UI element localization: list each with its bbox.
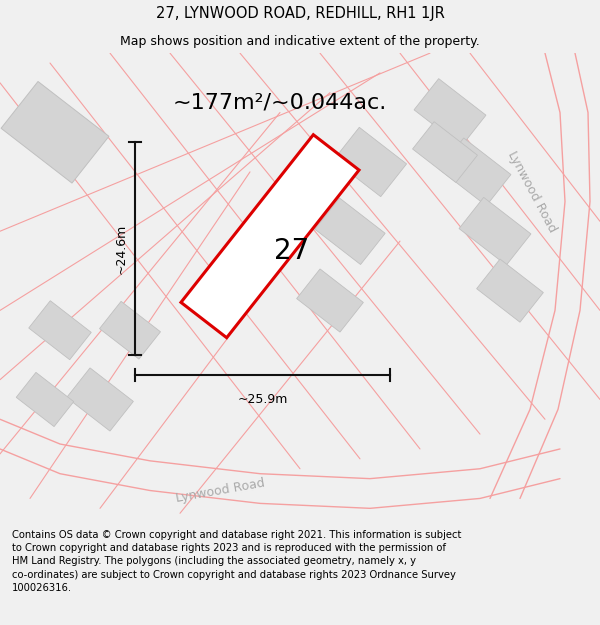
Text: Lynwood Road: Lynwood Road [505, 149, 559, 234]
Polygon shape [181, 135, 359, 338]
Polygon shape [334, 127, 407, 197]
Polygon shape [296, 269, 364, 332]
Polygon shape [67, 368, 133, 431]
Polygon shape [439, 138, 511, 206]
Polygon shape [476, 259, 544, 322]
Polygon shape [315, 198, 385, 264]
Polygon shape [16, 372, 74, 427]
Polygon shape [1, 81, 109, 183]
Text: Map shows position and indicative extent of the property.: Map shows position and indicative extent… [120, 35, 480, 48]
Text: Lynwood Road: Lynwood Road [175, 476, 266, 505]
Text: 27, LYNWOOD ROAD, REDHILL, RH1 1JR: 27, LYNWOOD ROAD, REDHILL, RH1 1JR [155, 6, 445, 21]
Text: ~25.9m: ~25.9m [238, 392, 287, 406]
Polygon shape [414, 79, 486, 146]
Polygon shape [100, 301, 160, 359]
Text: ~177m²/~0.044ac.: ~177m²/~0.044ac. [173, 92, 387, 112]
Polygon shape [459, 198, 531, 265]
Text: ~24.6m: ~24.6m [115, 224, 128, 274]
Polygon shape [413, 122, 478, 182]
Polygon shape [29, 301, 91, 360]
Text: Contains OS data © Crown copyright and database right 2021. This information is : Contains OS data © Crown copyright and d… [12, 530, 461, 593]
Text: 27: 27 [274, 237, 310, 265]
